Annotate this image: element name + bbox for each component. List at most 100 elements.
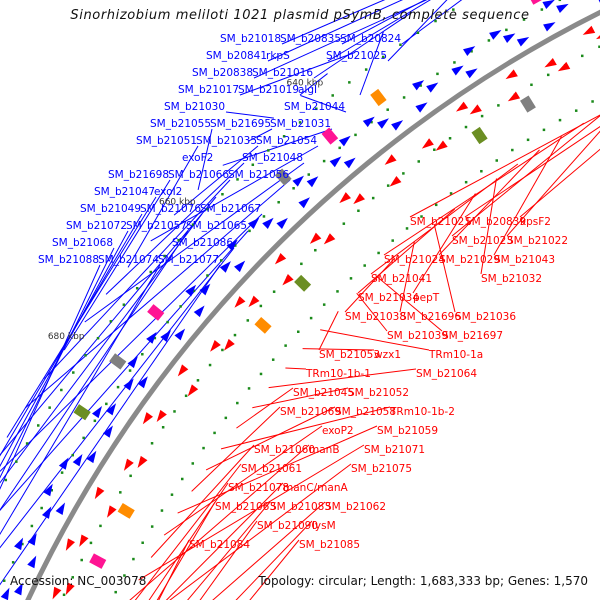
accession-text: Accession: NC_003078 [10, 574, 147, 588]
reverse-label-connector [220, 406, 391, 450]
tick-dot [248, 229, 251, 233]
feature-block [526, 0, 543, 5]
reverse-gene-arrow [323, 233, 336, 245]
tick-dot [298, 121, 302, 124]
kbp-tick-label: 660 kbp [159, 198, 196, 208]
tick-dot [184, 394, 188, 398]
tick-dot [224, 416, 228, 420]
reverse-gene-arrow [65, 582, 75, 595]
forward-gene-label: SM_b21066 [168, 169, 229, 181]
tick-dot [277, 200, 280, 204]
reverse-gene-label: SM_b21062 [325, 501, 386, 513]
tick-dot [99, 524, 102, 528]
tick-dot [129, 474, 132, 478]
tick-dot [128, 369, 132, 372]
tick-dot [322, 159, 326, 163]
reverse-gene-arrow [52, 586, 62, 600]
tick-dot [132, 557, 135, 561]
tick-dot [402, 172, 405, 175]
tick-dot [598, 45, 600, 49]
tick-dot [40, 506, 43, 510]
forward-gene-arrow [146, 331, 157, 344]
tick-dot [251, 163, 255, 167]
reverse-gene-arrow [353, 193, 365, 205]
tick-dot [141, 541, 144, 544]
reverse-gene-label: lysM [312, 520, 336, 532]
forward-gene-label: SM_b21025 [326, 50, 387, 62]
reverse-gene-arrow [469, 104, 482, 115]
forward-gene-label: SM_b21049 [80, 203, 141, 215]
reverse-gene-arrow [274, 253, 287, 265]
tick-dot [377, 251, 380, 255]
tick-dot [30, 524, 34, 528]
reverse-gene-label: SM_b21084 [189, 539, 250, 551]
forward-gene-arrow [72, 454, 83, 467]
reverse-gene-arrow [421, 138, 434, 149]
reverse-gene-label: SM_b21043 [494, 254, 555, 266]
tick-dot [233, 244, 237, 247]
tick-dot [114, 590, 117, 594]
tick-dot [11, 561, 15, 564]
forward-gene-arrow [14, 582, 23, 596]
tick-dot [161, 426, 165, 429]
tick-dot [436, 72, 439, 76]
reverse-gene-arrow [248, 295, 260, 308]
forward-gene-label: SM_b21695 [210, 118, 271, 130]
tick-dot [236, 401, 239, 405]
reverse-gene-label: SM_b21036 [455, 311, 516, 323]
kbp-tick-label: 640 kbp [287, 79, 324, 89]
reverse-label-connector [344, 257, 396, 313]
tick-dot [135, 286, 139, 290]
forward-gene-arrow [292, 175, 305, 187]
forward-gene-arrow [362, 116, 375, 128]
reverse-label-connector [150, 444, 255, 558]
tick-dot [399, 43, 402, 46]
tick-dot [391, 239, 394, 242]
forward-gene-label: SM_b21086 [172, 237, 233, 249]
tick-dot [417, 160, 420, 163]
tick-dot [262, 215, 266, 218]
forward-gene-arrow [27, 533, 37, 546]
reverse-gene-label: SM_b21058 [335, 406, 396, 418]
forward-gene-label: SM_b20841 [206, 50, 267, 62]
tick-dot [331, 94, 334, 97]
forward-gene-label: SM_b21018 [220, 33, 281, 45]
tick-dot [166, 320, 169, 324]
tick-dot [371, 196, 375, 200]
tick-dot [434, 19, 437, 23]
reverse-label-connector [212, 501, 326, 600]
reverse-label-connector [199, 520, 258, 600]
reverse-gene-label: manC/manA [283, 482, 349, 494]
forward-label-connector [299, 73, 328, 96]
reverse-gene-label: SM_b21022 [507, 235, 568, 247]
tick-dot [416, 31, 420, 34]
tick-dot [464, 180, 468, 184]
forward-gene-label: SM_b20835 [280, 33, 341, 45]
tick-dot [322, 303, 326, 306]
tick-dot [342, 222, 346, 225]
forward-label-connector [267, 0, 404, 62]
forward-gene-arrow [391, 120, 404, 131]
tick-dot [206, 274, 209, 277]
tick-dot [246, 319, 250, 322]
reverse-gene-label: TRm10-1a [428, 349, 483, 361]
reverse-label-connector [356, 292, 388, 332]
tick-dot [405, 227, 409, 230]
tick-dot [480, 169, 483, 173]
reverse-gene-label: SM_b21063 [215, 501, 276, 513]
forward-gene-arrow [465, 68, 478, 79]
tick-dot [349, 277, 353, 280]
reverse-label-connector [187, 501, 271, 600]
tick-dot [370, 120, 373, 124]
reverse-gene-label: SM_b21021 [410, 216, 471, 228]
tick-dot [297, 330, 300, 334]
forward-label-connector [105, 162, 245, 295]
tick-dot [119, 491, 122, 494]
forward-label-connector [327, 0, 431, 62]
reverse-gene-label: SM_b21024 [384, 254, 445, 266]
tick-dot [363, 264, 366, 267]
forward-gene-label: SM_b21057 [126, 220, 187, 232]
forward-label-connector [222, 128, 333, 166]
